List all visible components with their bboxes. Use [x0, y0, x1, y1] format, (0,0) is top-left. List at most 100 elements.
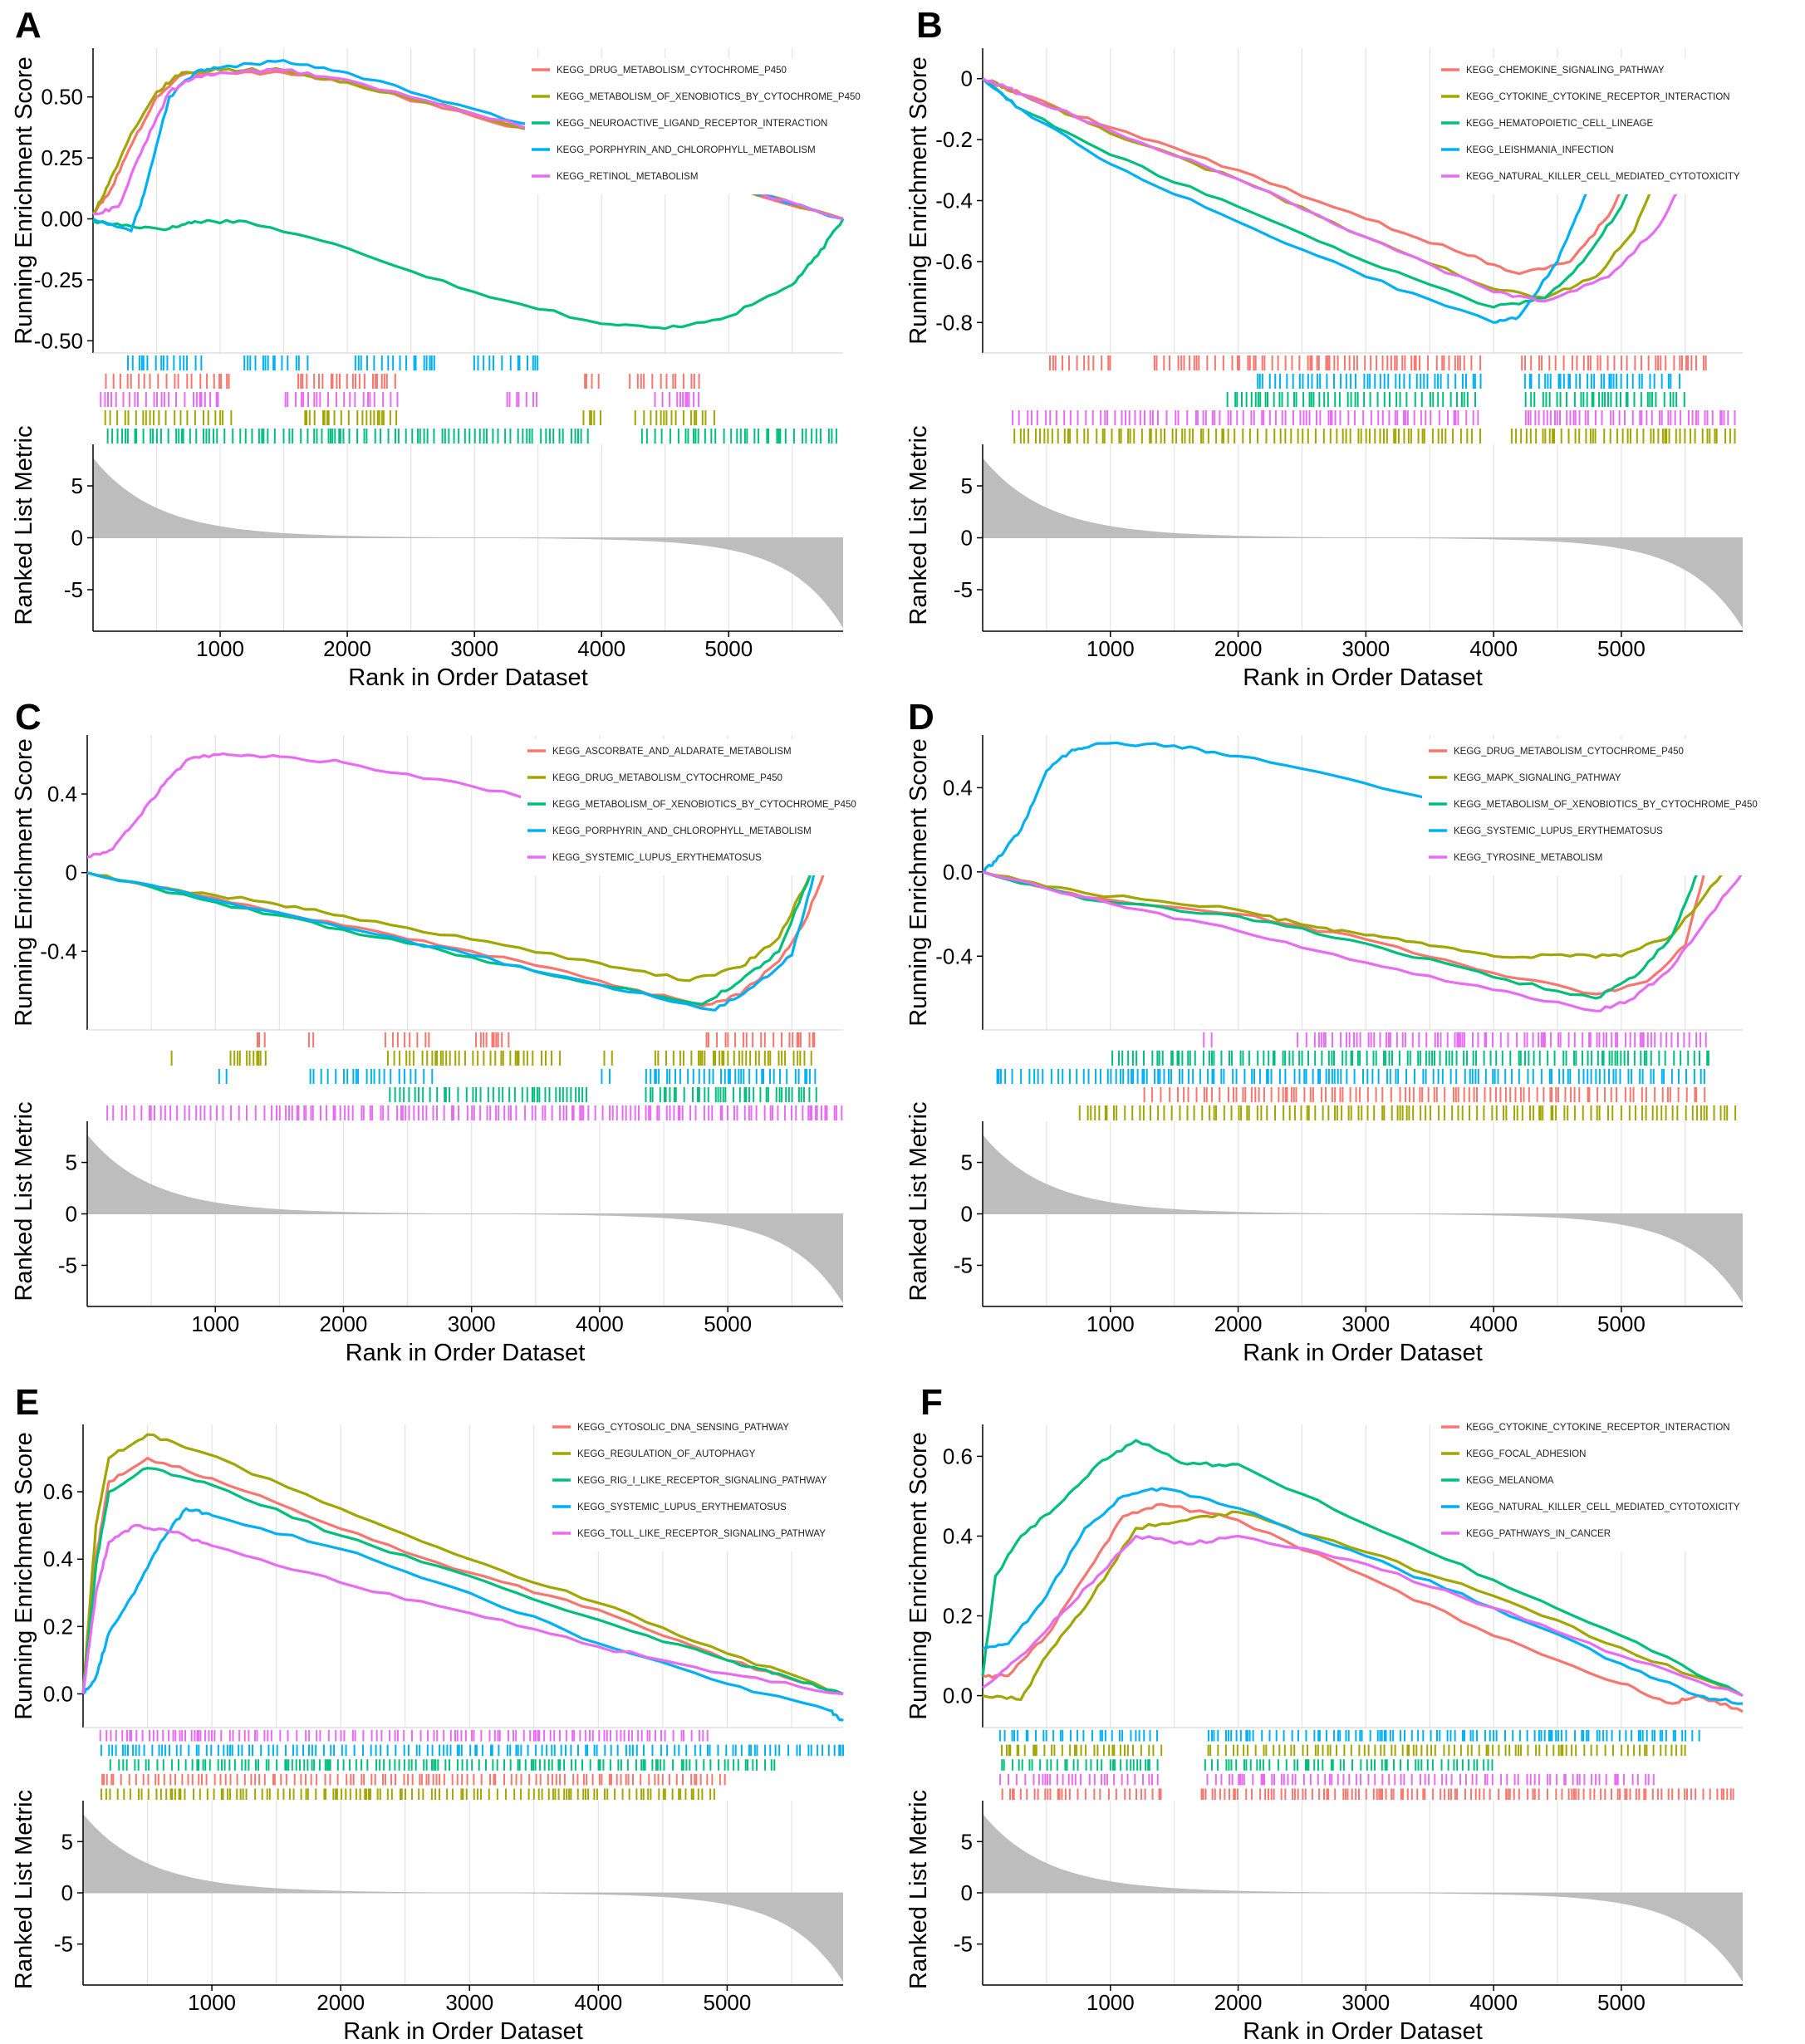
y-tick-label: -0.2 — [935, 127, 973, 152]
x-tick-label: 4000 — [574, 1990, 622, 2015]
y-tick-label: 0.6 — [43, 1479, 73, 1504]
metric-area — [87, 1135, 843, 1304]
legend-label: KEGG_CYTOSOLIC_DNA_SENSING_PATHWAY — [577, 1423, 789, 1433]
legend-label: KEGG_TYROSINE_METABOLISM — [1454, 853, 1602, 863]
es-line — [982, 1487, 1743, 1705]
legend: KEGG_DRUG_METABOLISM_CYTOCHROME_P450 KEGG… — [525, 58, 890, 194]
y-tick-label: 0.2 — [943, 1604, 973, 1629]
legend: KEGG_DRUG_METABOLISM_CYTOCHROME_P450 KEGG… — [1422, 739, 1788, 875]
legend-label: KEGG_LEISHMANIA_INFECTION — [1466, 145, 1614, 155]
panel-e: E 0.6 0.4 0.2 0.0 5 0 -5 1000 2000 3000 4000 5000 Ran… — [11, 1382, 911, 2044]
x-tick-label: 1000 — [1086, 1311, 1135, 1336]
legend-box — [1435, 58, 1800, 194]
x-tick-label: 4000 — [576, 1311, 624, 1336]
es-axis-title: Running Enrichment Score — [11, 738, 37, 1027]
legend-label: KEGG_DRUG_METABOLISM_CYTOCHROME_P450 — [557, 66, 787, 76]
es-line — [982, 1534, 1744, 1698]
x-axis-title: Rank in Order Dataset — [1243, 664, 1483, 691]
es-line — [86, 862, 819, 1012]
metric-tick-label: -5 — [954, 577, 973, 602]
legend-label: KEGG_METABOLISM_OF_XENOBIOTICS_BY_CYTOCH… — [557, 92, 861, 102]
es-line — [982, 1502, 1744, 1713]
es-lines — [981, 1439, 1744, 1713]
x-tick-label: 3000 — [1341, 1311, 1390, 1336]
x-tick-label: 5000 — [1597, 1311, 1646, 1336]
es-line — [81, 1523, 844, 1695]
legend-label: KEGG_RETINOL_METABOLISM — [557, 172, 698, 182]
x-tick-label: 5000 — [704, 636, 753, 661]
y-tick-label: 0 — [66, 860, 77, 885]
panel-c: C 0.4 0 -0.4 5 0 -5 1000 2000 3000 4000 5000 Rank in… — [11, 697, 886, 1366]
es-line — [81, 1467, 844, 1695]
y-tick-label: -0.50 — [34, 328, 83, 353]
es-line — [981, 1439, 1744, 1697]
x-tick-label: 3000 — [450, 636, 498, 661]
metric-tick-label: 5 — [961, 473, 973, 498]
y-tick-label: 0.6 — [943, 1444, 973, 1468]
y-tick-label: 0.4 — [943, 1523, 973, 1548]
metric-tick-label: 5 — [71, 473, 83, 498]
es-line — [81, 1457, 844, 1695]
legend-label: KEGG_DRUG_METABOLISM_CYTOCHROME_P450 — [1454, 747, 1684, 757]
metric-area — [93, 458, 843, 629]
y-tick-label: -0.4 — [40, 939, 77, 963]
panel-a: A 0.50 0.25 0.00 -0.25 -0.50 5 0 -5 1000 2000 3000 4… — [11, 5, 890, 691]
legend-label: KEGG_CYTOKINE_CYTOKINE_RECEPTOR_INTERACT… — [1466, 1423, 1730, 1433]
hit-markers — [106, 1032, 843, 1120]
ranked-metric — [983, 458, 1743, 629]
x-tick-label: 2000 — [316, 1990, 365, 2015]
legend-label: KEGG_PORPHYRIN_AND_CHLOROPHYLL_METABOLIS… — [552, 826, 812, 836]
x-tick-label: 5000 — [1597, 636, 1646, 661]
metric-tick-label: -5 — [954, 1252, 973, 1277]
es-line — [982, 870, 1700, 1000]
legend-box — [525, 58, 890, 194]
hit-markers — [996, 1032, 1737, 1120]
y-tick-label: -0.6 — [935, 249, 973, 274]
panel-letter: A — [15, 5, 42, 46]
legend-label: KEGG_DRUG_METABOLISM_CYTOCHROME_P450 — [552, 773, 782, 783]
metric-area — [983, 458, 1743, 629]
x-tick-label: 2000 — [1214, 636, 1263, 661]
legend-label: KEGG_PATHWAYS_IN_CANCER — [1466, 1529, 1611, 1539]
panel-f: F0.6 0.4 0.2 0.0 5 0 -5 1000 2000 3000 4000 5000 Ran… — [905, 1382, 1800, 2044]
x-tick-label: 5000 — [704, 1990, 752, 2015]
x-tick-label: 4000 — [1469, 1311, 1518, 1336]
es-line — [982, 870, 1706, 996]
es-lines — [86, 752, 844, 1012]
y-tick-label: 0.00 — [41, 207, 83, 232]
es-line — [982, 870, 1744, 1012]
y-tick-label: 0.4 — [47, 782, 77, 806]
es-line — [982, 1510, 1744, 1701]
metric-axis-title: Ranked List Metric — [905, 1790, 932, 1989]
x-tick-label: 2000 — [320, 1311, 368, 1336]
legend-label: KEGG_HEMATOPOIETIC_CELL_LINEAGE — [1466, 119, 1654, 129]
es-lines — [981, 77, 1700, 324]
metric-tick-label: -5 — [954, 1932, 973, 1957]
x-tick-label: 1000 — [1086, 636, 1135, 661]
legend-label: KEGG_SYSTEMIC_LUPUS_ERYTHEMATOSUS — [577, 1502, 787, 1512]
legend-label: KEGG_NATURAL_KILLER_CELL_MEDIATED_CYTOTO… — [1466, 1502, 1740, 1512]
es-line — [982, 870, 1725, 959]
metric-tick-label: 5 — [66, 1150, 77, 1175]
es-line — [982, 77, 1700, 303]
legend: KEGG_CYTOSOLIC_DNA_SENSING_PATHWAY KEGG_R… — [546, 1415, 911, 1551]
metric-tick-label: 0 — [961, 1880, 973, 1905]
legend-box — [1435, 1415, 1800, 1551]
legend: KEGG_CYTOKINE_CYTOKINE_RECEPTOR_INTERACT… — [1435, 1415, 1800, 1551]
metric-tick-label: 0 — [961, 1202, 973, 1227]
ranked-metric — [983, 1135, 1743, 1304]
panel-letter: F — [920, 1382, 943, 1423]
x-tick-label: 4000 — [1469, 636, 1518, 661]
x-tick-label: 4000 — [577, 636, 625, 661]
legend-label: KEGG_NATURAL_KILLER_CELL_MEDIATED_CYTOTO… — [1466, 172, 1740, 182]
legend-label: KEGG_CYTOKINE_CYTOKINE_RECEPTOR_INTERACT… — [1466, 92, 1730, 102]
legend-box — [521, 739, 886, 875]
metric-area — [983, 1135, 1743, 1304]
x-axis-title: Rank in Order Dataset — [346, 1340, 586, 1366]
y-tick-label: 0.4 — [943, 775, 973, 800]
es-line — [981, 77, 1655, 309]
metric-axis-title: Ranked List Metric — [905, 1101, 932, 1301]
x-tick-label: 5000 — [704, 1311, 752, 1336]
metric-tick-label: -5 — [58, 1252, 77, 1277]
